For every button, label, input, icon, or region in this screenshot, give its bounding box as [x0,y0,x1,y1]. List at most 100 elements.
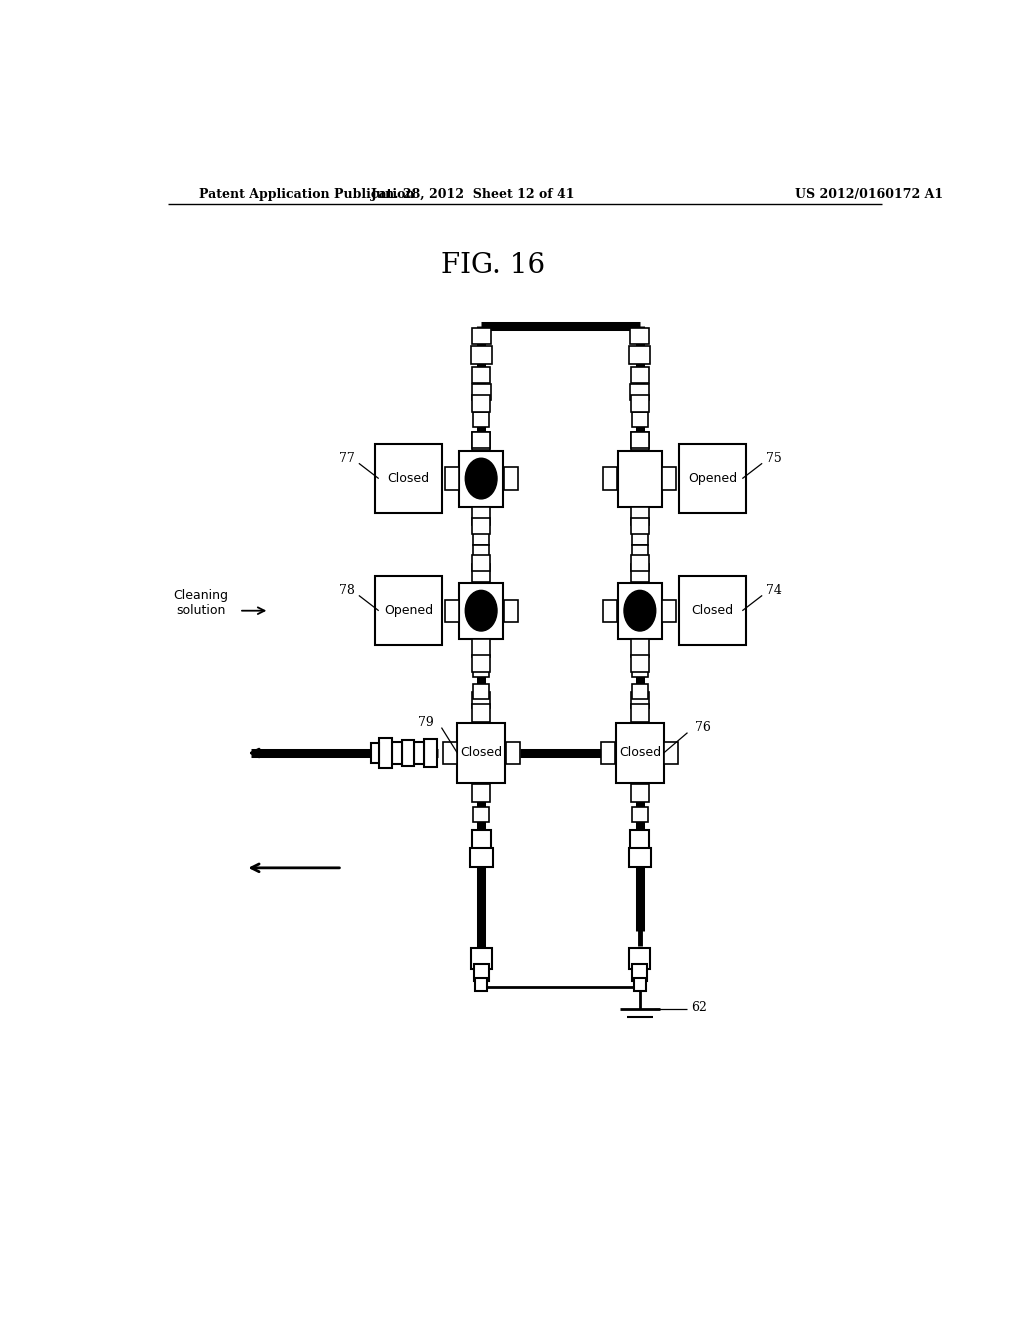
Bar [473,684,489,698]
Bar [472,367,489,383]
Bar [631,554,648,572]
Bar [470,847,493,867]
Bar [472,519,489,535]
Bar [679,576,746,645]
Bar [630,384,649,400]
Bar [506,742,519,764]
Text: 74: 74 [766,583,782,597]
Text: Cleaning
solution: Cleaning solution [173,589,228,616]
Bar [472,656,489,672]
Bar [471,948,492,969]
Bar [504,599,517,622]
Text: Closed: Closed [387,473,429,484]
Bar [424,739,436,767]
Bar [631,507,648,525]
Bar [603,467,617,490]
Text: Opened: Opened [384,605,433,618]
Bar [472,554,489,572]
Bar [631,639,648,657]
Bar [632,412,648,428]
Circle shape [465,458,497,499]
Bar [472,507,489,525]
Bar [460,450,503,507]
Text: Patent Application Publication: Patent Application Publication [200,189,415,202]
Bar [634,978,645,991]
Text: 75: 75 [766,451,782,465]
Bar [472,396,489,412]
Bar [631,784,648,803]
Circle shape [465,590,497,631]
Text: 77: 77 [339,451,355,465]
Bar [601,742,615,764]
Bar [504,467,517,490]
Bar [472,432,489,450]
Bar [392,742,401,764]
Bar [632,684,648,698]
Bar [631,519,648,535]
Bar [663,467,676,490]
Bar [375,444,442,513]
Text: 76: 76 [695,721,712,734]
Bar [472,639,489,657]
Bar [629,847,651,867]
Bar [631,564,648,582]
Bar [616,722,664,784]
Bar [633,965,647,981]
Bar [618,450,662,507]
Bar [473,412,489,428]
Bar [631,432,648,449]
Bar [415,742,424,764]
Bar [630,948,650,969]
Bar [473,545,489,560]
Bar [679,444,746,513]
Bar [471,329,490,345]
Bar [472,432,489,449]
Bar [471,830,490,849]
Bar [375,576,442,645]
Bar [444,467,459,490]
Bar [631,656,648,672]
Bar [632,531,648,545]
Bar [473,663,489,677]
Text: Closed: Closed [460,747,502,759]
Text: US 2012/0160172 A1: US 2012/0160172 A1 [795,189,943,202]
Bar [371,743,379,763]
Bar [663,599,676,622]
Bar [618,582,662,639]
Text: 78: 78 [339,583,355,597]
Bar [631,367,648,383]
Bar [473,807,489,822]
Bar [631,692,648,709]
Bar [603,599,617,622]
Text: Closed: Closed [618,747,660,759]
Text: FIG. 16: FIG. 16 [441,252,545,279]
Bar [458,722,505,784]
Bar [474,965,488,981]
Bar [472,704,489,722]
Bar [665,742,678,764]
Bar [631,396,648,412]
Bar [631,432,648,450]
Bar [630,830,649,849]
Text: Opened: Opened [688,473,737,484]
Text: Jun. 28, 2012  Sheet 12 of 41: Jun. 28, 2012 Sheet 12 of 41 [371,189,575,202]
Bar [632,545,648,560]
Bar [632,663,648,677]
Bar [632,807,648,822]
Bar [471,346,492,363]
Bar [630,346,650,363]
Bar [471,384,490,400]
Circle shape [624,590,655,631]
Bar [380,738,392,768]
Bar [473,531,489,545]
Bar [444,599,459,622]
Bar [630,329,649,345]
Bar [402,739,414,766]
Text: Closed: Closed [691,605,733,618]
Bar [460,582,503,639]
Bar [442,742,457,764]
Bar [631,704,648,722]
Bar [472,564,489,582]
Bar [475,978,486,991]
Bar [472,784,489,803]
